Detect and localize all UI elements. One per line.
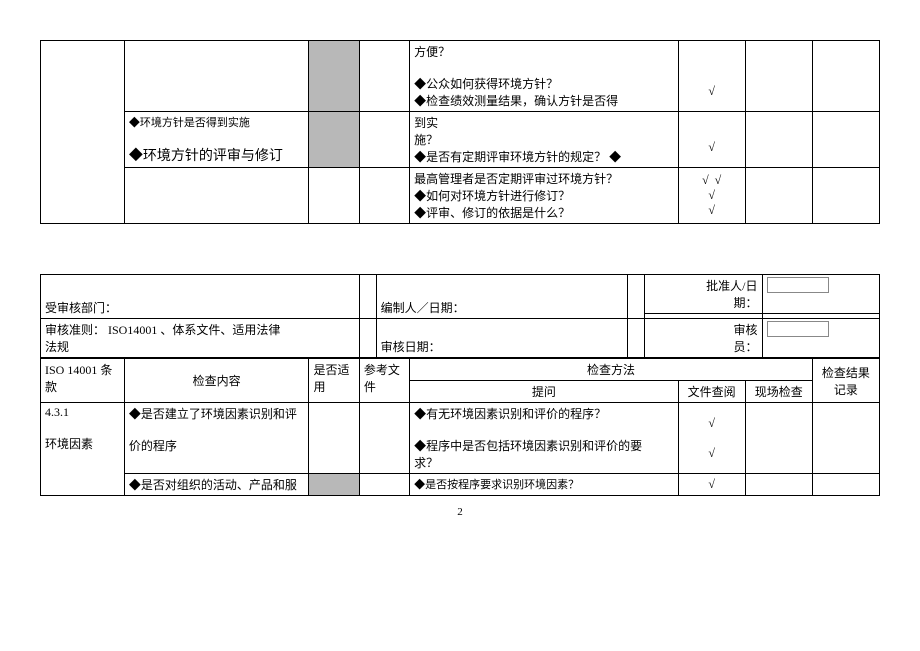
h-content: 检查内容 [124,359,309,403]
check: √ [708,203,715,217]
check: √ [708,446,715,460]
h-question: 提问 [410,381,678,403]
q-how-revise: ◆如何对环境方针进行修订？ [414,187,673,204]
h-method: 检查方法 [410,359,813,381]
q-identify-per-proc: ◆是否按程序要求识别环境因素？ [414,476,673,492]
c-eval-proc: 价的程序 [129,437,305,454]
q-has-proc: ◆有无环境因素识别和评价的程序？ [414,405,673,422]
criteria-label2: 法规 [45,338,355,355]
clause-431: 4.3.1 [45,405,120,420]
dept-label: 受审核部门： [45,301,117,315]
q-revise-basis: ◆评审、修订的依据是什么？ [414,204,673,221]
approver-label: 批准人/日 [649,277,757,294]
auditor-label2: 员： [649,338,757,355]
h-clause: ISO 14001 条款 [41,359,125,403]
q-perf-measure: ◆检查绩效测量结果，确认方针是否得 [414,92,673,109]
audit-date-label: 审核日期： [381,340,441,354]
form-header: 受审核部门： 编制人／日期： 批准人/日 期： 审核准则： ISO14001 、… [40,274,880,358]
c-establish-proc: ◆是否建立了环境因素识别和评 [129,405,305,422]
check: √ [708,84,715,98]
q-proc-req: 求？ [414,454,673,471]
h-apply: 是否适用 [309,359,359,403]
preparer-label: 编制人／日期： [381,301,465,315]
check: √ [715,173,722,187]
c-org-activity: ◆是否对组织的活动、产品和服 [129,476,305,493]
q-convenient: 方便？ [414,43,673,60]
page-number: 2 [40,506,880,518]
q-public-policy: ◆公众如何获得环境方针？ [414,75,673,92]
clause-envfactor: 环境因素 [45,435,120,452]
check: √ [708,416,715,430]
q-to-impl2: 施？ [414,131,673,148]
approver-label2: 期： [649,294,757,311]
q-to-impl1: 到实 [414,114,673,131]
q-periodic-review: ◆是否有定期评审环境方针的规定？ ◆ [414,148,673,165]
check: √ [702,173,709,187]
check: √ [708,477,715,491]
approver-input[interactable] [767,277,829,293]
audit-table-1: 方便？ ◆公众如何获得环境方针？ ◆检查绩效测量结果，确认方针是否得 √ ◆环境… [40,40,880,224]
check: √ [708,188,715,202]
h-onsite: 现场检查 [745,381,812,403]
criteria-label: 审核准则： ISO14001 、体系文件、适用法律 [45,321,355,338]
policy-implemented: ◆环境方针是否得到实施 [129,114,305,130]
audit-table-2: ISO 14001 条款 检查内容 是否适用 参考文件 检查方法 检查结果记录 … [40,358,880,496]
auditor-label: 审核 [649,321,757,338]
h-docview: 文件查阅 [678,381,745,403]
q-proc-include: ◆程序中是否包括环境因素识别和评价的要 [414,437,673,454]
q-top-mgmt-review: 最高管理者是否定期评审过环境方针？ [414,170,673,187]
h-ref: 参考文件 [359,359,409,403]
h-result: 检查结果记录 [812,359,879,403]
auditor-input[interactable] [767,321,829,337]
check: √ [708,140,715,154]
policy-review-revise: ◆环境方针的评审与修订 [129,145,305,165]
